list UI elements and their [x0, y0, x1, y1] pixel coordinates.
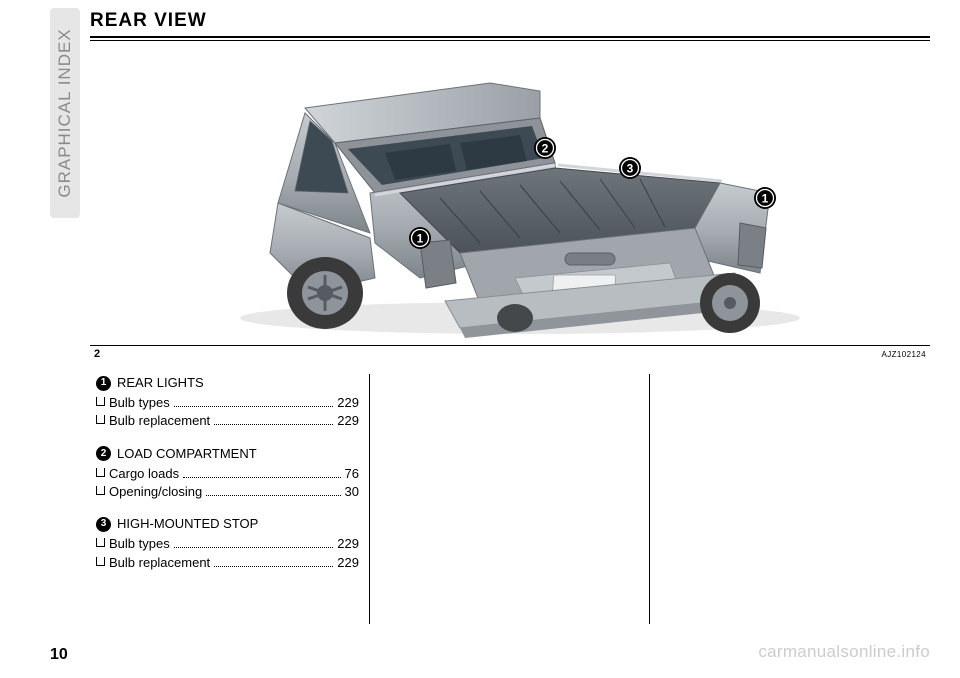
side-tab: GRAPHICAL INDEX [50, 8, 80, 218]
index-entry-page: 76 [345, 465, 359, 483]
index-entry-label: Bulb replacement [109, 554, 210, 572]
spacer [96, 501, 359, 511]
index-section-heading: 2 LOAD COMPARTMENT [96, 445, 359, 463]
index-section-title: REAR LIGHTS [117, 374, 204, 392]
bullet-square-icon [96, 486, 105, 495]
index-column: 1REAR LIGHTSBulb types229Bulb replacemen… [90, 374, 370, 624]
index-columns: 1REAR LIGHTSBulb types229Bulb replacemen… [90, 374, 930, 624]
index-entry-label: Opening/closing [109, 483, 202, 501]
spacer [96, 431, 359, 441]
callout-badge-icon: 2 [96, 446, 111, 461]
bullet-square-icon [96, 538, 105, 547]
callout-badge-icon: 1 [96, 376, 111, 391]
figure-number: 2 [94, 348, 100, 360]
svg-text:1: 1 [762, 192, 769, 206]
index-column [370, 374, 650, 624]
index-entry-label: Bulb replacement [109, 412, 210, 430]
leader-dots [214, 557, 333, 566]
figure-caption: 2 AJZ102124 [90, 346, 930, 360]
page: GRAPHICAL INDEX REAR VIEW [0, 0, 960, 678]
rule-thick [90, 36, 930, 38]
index-section-title: HIGH-MOUNTED STOP [117, 515, 258, 533]
index-entry-page: 229 [337, 412, 359, 430]
side-tab-label: GRAPHICAL INDEX [55, 28, 75, 197]
index-column [650, 374, 930, 624]
svg-text:3: 3 [627, 162, 634, 176]
bullet-square-icon [96, 397, 105, 406]
watermark-text: carmanualsonline.info [758, 642, 930, 662]
index-section-heading: 1 REAR LIGHTS [96, 374, 359, 392]
index-entry-page: 229 [337, 535, 359, 553]
index-entry: Cargo loads 76 [96, 465, 359, 483]
index-section-heading: 3 HIGH-MOUNTED STOP [96, 515, 359, 533]
index-entry-label: Bulb types [109, 394, 170, 412]
figure-code: AJZ102124 [881, 350, 926, 359]
index-section-title: LOAD COMPARTMENT [117, 445, 257, 463]
index-entry: Bulb replacement 229 [96, 554, 359, 572]
index-entry-page: 229 [337, 554, 359, 572]
index-entry: Bulb types 229 [96, 394, 359, 412]
index-entry-label: Cargo loads [109, 465, 179, 483]
vehicle-rear-illustration: 2 3 1 1 [160, 43, 860, 343]
figure-wrap: 2 3 1 1 [90, 41, 930, 343]
index-entry-page: 30 [345, 483, 359, 501]
bullet-square-icon [96, 415, 105, 424]
index-entry-label: Bulb types [109, 535, 170, 553]
leader-dots [206, 487, 340, 496]
svg-text:2: 2 [542, 142, 549, 156]
index-entry: Bulb replacement 229 [96, 412, 359, 430]
bullet-square-icon [96, 557, 105, 566]
page-number: 10 [50, 646, 68, 664]
index-entry: Bulb types 229 [96, 535, 359, 553]
bullet-square-icon [96, 468, 105, 477]
leader-dots [214, 416, 333, 425]
callout-badge-icon: 3 [96, 517, 111, 532]
svg-text:1: 1 [417, 232, 424, 246]
leader-dots [174, 539, 334, 548]
page-title: REAR VIEW [90, 10, 930, 34]
content-area: REAR VIEW [90, 10, 930, 624]
leader-dots [183, 469, 340, 478]
index-entry: Opening/closing 30 [96, 483, 359, 501]
index-entry-page: 229 [337, 394, 359, 412]
spacer [96, 572, 359, 582]
leader-dots [174, 398, 334, 407]
